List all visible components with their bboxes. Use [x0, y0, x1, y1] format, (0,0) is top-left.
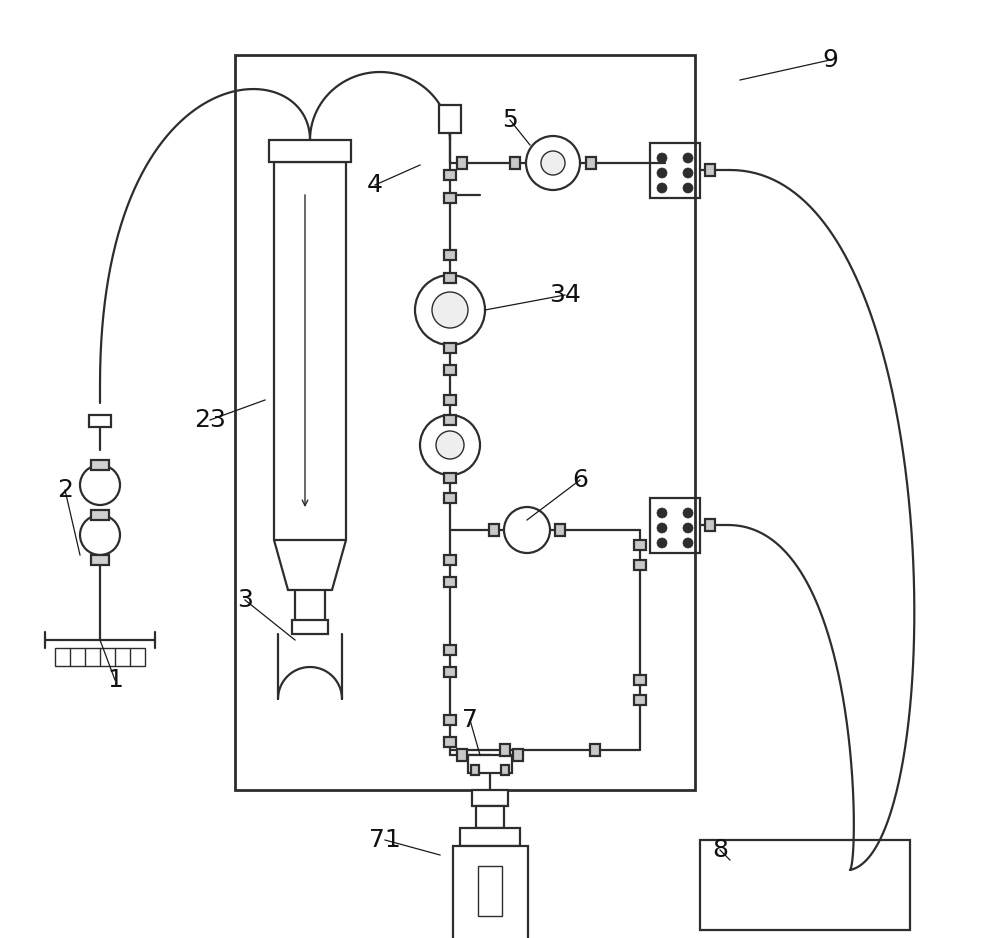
Bar: [476, 806, 504, 828]
Circle shape: [657, 183, 667, 193]
Bar: [235, 55, 695, 790]
Bar: [444, 170, 456, 180]
Bar: [468, 755, 512, 773]
Circle shape: [657, 153, 667, 163]
Bar: [650, 498, 700, 553]
Bar: [471, 765, 479, 775]
Circle shape: [436, 431, 464, 459]
Circle shape: [683, 538, 693, 548]
Bar: [586, 158, 596, 169]
Bar: [634, 540, 646, 550]
Bar: [501, 765, 509, 775]
Text: 2: 2: [57, 478, 73, 502]
Bar: [457, 158, 467, 169]
Circle shape: [80, 465, 120, 505]
Bar: [444, 554, 456, 566]
Bar: [472, 790, 508, 806]
Bar: [705, 164, 715, 175]
Bar: [91, 460, 109, 470]
Bar: [453, 846, 528, 938]
Text: 9: 9: [822, 48, 838, 72]
Bar: [444, 667, 456, 677]
Bar: [444, 365, 456, 375]
Circle shape: [683, 153, 693, 163]
Bar: [444, 644, 456, 656]
Text: 34: 34: [549, 283, 581, 307]
Circle shape: [683, 183, 693, 193]
Bar: [634, 695, 646, 704]
Circle shape: [683, 523, 693, 533]
Bar: [650, 143, 700, 198]
Circle shape: [526, 136, 580, 190]
Text: 5: 5: [502, 108, 518, 132]
Text: 8: 8: [712, 838, 728, 862]
Bar: [555, 524, 565, 536]
Bar: [444, 577, 456, 587]
Circle shape: [415, 275, 485, 345]
Bar: [439, 105, 461, 133]
Bar: [500, 745, 510, 756]
Circle shape: [657, 168, 667, 178]
Bar: [444, 192, 456, 204]
Bar: [91, 510, 109, 520]
Bar: [590, 745, 600, 756]
Circle shape: [683, 508, 693, 518]
Bar: [510, 158, 520, 169]
Bar: [634, 675, 646, 685]
Bar: [513, 749, 523, 761]
Circle shape: [432, 292, 468, 328]
Bar: [700, 840, 910, 930]
Circle shape: [420, 415, 480, 475]
Bar: [444, 342, 456, 354]
Bar: [489, 524, 499, 536]
Text: 4: 4: [367, 173, 383, 197]
Text: 3: 3: [237, 588, 253, 612]
Circle shape: [657, 538, 667, 548]
Bar: [705, 520, 715, 531]
Circle shape: [683, 168, 693, 178]
Bar: [444, 250, 456, 261]
Circle shape: [541, 151, 565, 175]
Bar: [444, 473, 456, 483]
Bar: [444, 395, 456, 405]
Text: 23: 23: [194, 408, 226, 432]
Bar: [269, 140, 351, 162]
Bar: [444, 415, 456, 426]
Bar: [478, 866, 502, 916]
Circle shape: [657, 508, 667, 518]
Bar: [55, 648, 145, 666]
Bar: [89, 415, 111, 427]
Bar: [457, 749, 467, 761]
Circle shape: [80, 515, 120, 555]
Bar: [460, 828, 520, 846]
Bar: [444, 736, 456, 748]
Text: 71: 71: [369, 828, 401, 852]
Bar: [634, 560, 646, 569]
Bar: [444, 273, 456, 283]
Circle shape: [504, 507, 550, 553]
Bar: [444, 492, 456, 504]
Text: 1: 1: [107, 668, 123, 692]
Bar: [91, 555, 109, 565]
Text: 7: 7: [462, 708, 478, 732]
Circle shape: [657, 523, 667, 533]
Bar: [292, 620, 328, 634]
Text: 6: 6: [572, 468, 588, 492]
Bar: [444, 715, 456, 725]
